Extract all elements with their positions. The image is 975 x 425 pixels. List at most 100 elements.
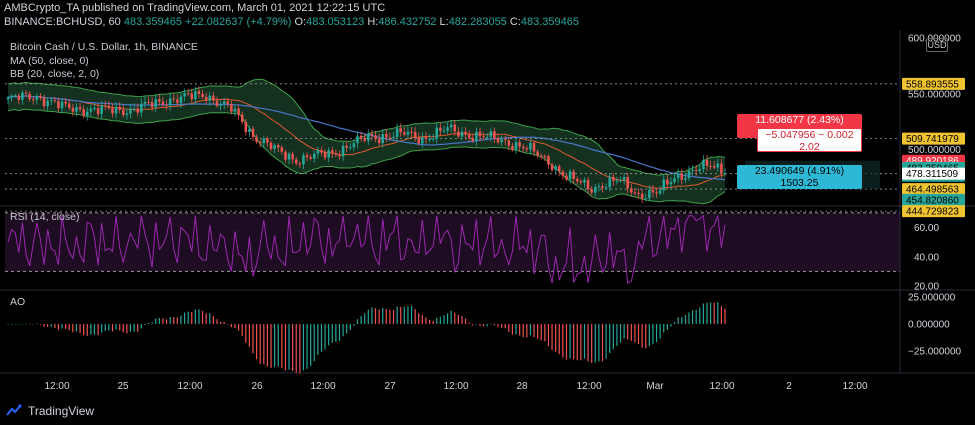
candle-body — [107, 105, 111, 109]
ao-bar — [562, 324, 564, 358]
candle-body — [630, 188, 633, 193]
candle-body — [104, 105, 107, 107]
candle-body — [266, 138, 269, 143]
ao-bar — [702, 303, 704, 324]
ao-legend[interactable]: AO — [10, 296, 26, 308]
ao-bar — [122, 324, 124, 333]
ao-bar — [219, 321, 222, 324]
candle-body — [125, 113, 129, 116]
measure-ratio: 2.02 — [799, 141, 820, 153]
candle-body — [421, 136, 424, 144]
candle-body — [284, 151, 287, 160]
candle-body — [702, 160, 705, 170]
rsi-band-fill — [5, 212, 900, 272]
candle-body — [367, 133, 370, 141]
candle-body — [215, 100, 219, 106]
candle-body — [460, 131, 464, 137]
ao-bar — [630, 324, 632, 341]
candle-body — [532, 142, 536, 152]
candle-body — [78, 107, 82, 110]
ao-bar — [446, 313, 449, 324]
candle-body — [352, 143, 356, 148]
candle-body — [439, 127, 442, 131]
time-axis-tick: 12:00 — [443, 381, 468, 392]
ao-bar — [724, 308, 726, 324]
ao-bar — [292, 324, 294, 372]
ao-bar — [526, 324, 528, 338]
candle-body — [691, 169, 694, 171]
ao-bar — [144, 324, 146, 326]
candle-body — [46, 100, 49, 107]
candle-body — [586, 179, 590, 190]
candle-body — [496, 138, 500, 143]
tradingview-text: TradingView — [28, 404, 95, 418]
candle-body — [118, 107, 121, 110]
ao-bar — [119, 324, 121, 331]
candle-body — [511, 145, 514, 150]
ao-bar — [443, 315, 445, 324]
candle-body — [341, 145, 345, 157]
ao-bar — [79, 324, 81, 333]
candle-body — [201, 93, 204, 97]
candle-body — [655, 192, 658, 194]
chart-title[interactable]: Bitcoin Cash / U.S. Dollar, 1h, BINANCE — [10, 41, 198, 53]
candle-body — [482, 136, 485, 138]
ao-bar — [140, 324, 142, 329]
price-tag — [902, 205, 965, 218]
rsi-legend[interactable]: RSI (14, close) — [10, 211, 80, 223]
candle-body — [684, 178, 687, 180]
ao-bar — [162, 318, 164, 324]
ao-bar — [310, 324, 312, 367]
candle-body — [10, 95, 13, 98]
candle-body — [212, 95, 215, 101]
candle-body — [568, 171, 572, 180]
candle-body — [493, 131, 496, 139]
ao-bar — [511, 324, 514, 335]
candle-body — [543, 156, 547, 158]
candle-body — [658, 190, 662, 194]
ao-bar — [72, 324, 74, 333]
candle-body — [680, 173, 684, 180]
candle-body — [406, 131, 410, 135]
candle-body — [709, 165, 712, 167]
candle-body — [467, 134, 471, 139]
ao-bar — [349, 324, 351, 331]
ma-line — [7, 95, 726, 181]
ao-bar — [237, 324, 240, 331]
tradingview-logo[interactable]: TradingView — [6, 404, 94, 418]
candle-body — [244, 121, 248, 133]
candle-body — [89, 108, 93, 112]
price-tag — [902, 77, 965, 90]
ao-bar — [328, 324, 330, 346]
candle-body — [503, 139, 507, 141]
ao-bar — [663, 324, 665, 333]
ma-legend[interactable]: MA (50, close, 0) — [10, 55, 89, 67]
candle-body — [554, 166, 557, 171]
candle-body — [179, 96, 183, 104]
ao-bar — [565, 324, 568, 360]
candle-body — [226, 101, 230, 105]
ao-bar — [331, 324, 333, 343]
ao-bar — [529, 324, 532, 336]
candle-body — [374, 135, 377, 139]
bb-legend[interactable]: BB (20, close, 2, 0) — [10, 68, 100, 80]
ao-bar — [256, 324, 258, 360]
ao-bar — [637, 324, 640, 344]
ao-bar — [299, 324, 301, 374]
ao-bar — [173, 317, 175, 324]
candle-body — [399, 128, 402, 133]
currency-button[interactable]: USD — [926, 38, 948, 52]
candle-body — [403, 132, 406, 135]
ao-bar — [641, 324, 643, 348]
ao-bar — [187, 311, 189, 324]
ao-bar — [129, 324, 132, 332]
price-change: +22.082637 (+4.79%) — [185, 16, 292, 28]
time-axis-tick: 12:00 — [44, 381, 69, 392]
last-price: 483.359465 — [123, 16, 182, 28]
candle-body — [96, 108, 100, 115]
ao-bar — [464, 318, 467, 324]
candle-body — [327, 150, 330, 158]
time-axis-tick: 12:00 — [177, 381, 202, 392]
candle-body — [453, 124, 457, 132]
